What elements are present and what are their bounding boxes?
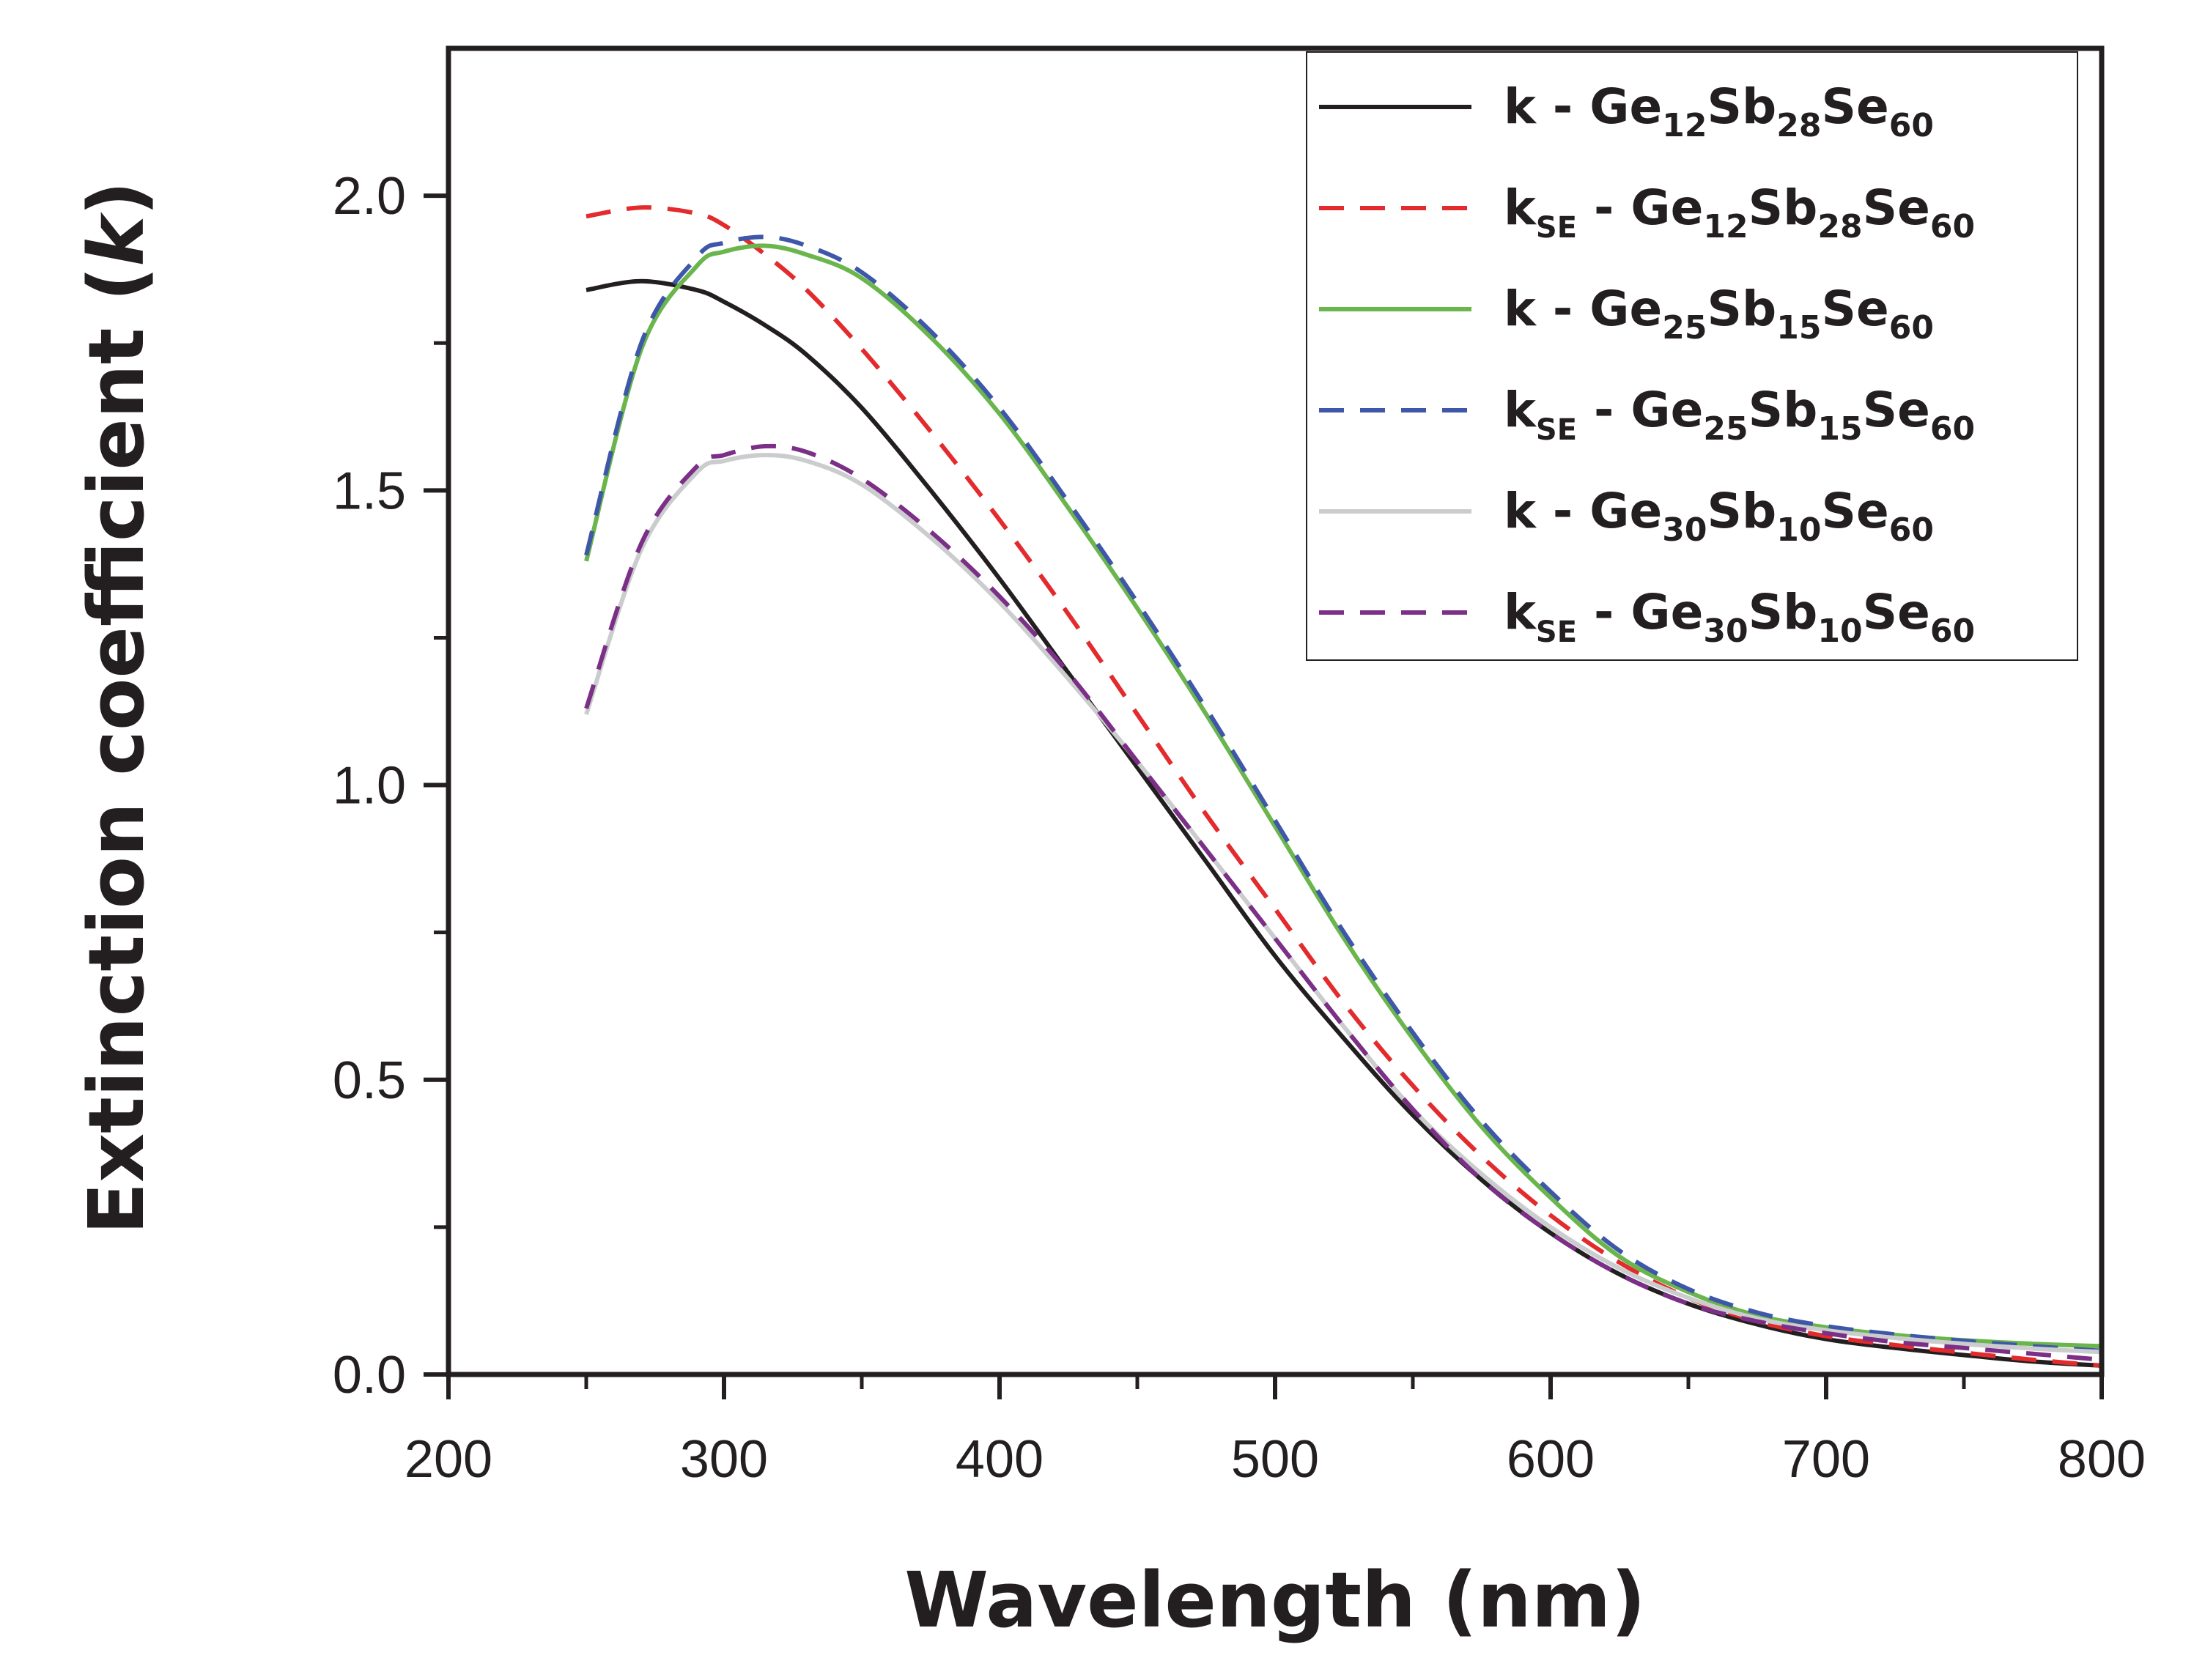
legend-label-4: kSE - Ge25Sb15Se60 bbox=[1504, 382, 1975, 448]
y-tick-label: 1.0 bbox=[333, 757, 406, 815]
series-line-5 bbox=[584, 453, 2102, 1355]
legend-label-1: k - Ge12Sb28Se60 bbox=[1504, 78, 1934, 144]
x-tick-label: 400 bbox=[956, 1430, 1044, 1489]
x-tick-label: 800 bbox=[2058, 1430, 2146, 1489]
legend-label-5: k - Ge30Sb10Se60 bbox=[1504, 483, 1934, 549]
series-line-4 bbox=[584, 234, 2102, 1353]
y-axis-title: Extinction coefficient (k) bbox=[72, 181, 161, 1235]
y-tick-label: 2.0 bbox=[333, 167, 406, 226]
series-line-1 bbox=[586, 278, 2102, 1368]
x-tick-label: 300 bbox=[680, 1430, 768, 1489]
legend-box bbox=[1306, 51, 2078, 661]
y-tick-label: 0.0 bbox=[333, 1346, 406, 1405]
x-axis-title: Wavelength (nm) bbox=[904, 1555, 1646, 1645]
y-tick-label: 0.5 bbox=[333, 1051, 406, 1110]
legend-label-3: k - Ge25Sb15Se60 bbox=[1504, 281, 1934, 347]
x-tick-label: 700 bbox=[1782, 1430, 1870, 1489]
series-line-6 bbox=[584, 443, 2102, 1362]
x-tick-label: 200 bbox=[405, 1430, 492, 1489]
legend-label-2: kSE - Ge12Sb28Se60 bbox=[1504, 180, 1975, 245]
y-tick-label: 1.5 bbox=[333, 462, 406, 520]
legend-label-6: kSE - Ge30Sb10Se60 bbox=[1504, 584, 1975, 650]
x-tick-label: 500 bbox=[1231, 1430, 1319, 1489]
x-tick-label: 600 bbox=[1507, 1430, 1595, 1489]
legend: k - Ge12Sb28Se60 kSE - Ge12Sb28Se60 k - Ge… bbox=[1306, 51, 2078, 661]
